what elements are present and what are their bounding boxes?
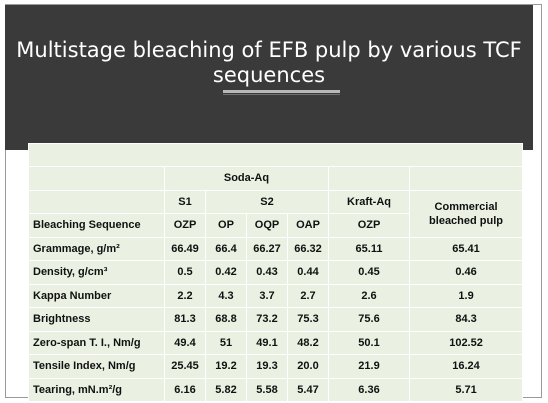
table-cell: 84.3 xyxy=(408,307,524,332)
title-line-2: sequences xyxy=(212,63,326,87)
sequence-cell: OAP xyxy=(287,213,329,238)
sequence-row: Bleaching Sequence OZP OP OQP OAP OZP xyxy=(28,213,523,238)
sequence-cell: OP xyxy=(205,213,247,238)
table-cell: 66.49 xyxy=(164,236,206,261)
table-cell: 48.2 xyxy=(287,330,329,355)
table-cell: 2.2 xyxy=(164,283,206,308)
table-top-cell xyxy=(27,143,524,167)
kraft-aq-header: Kraft-Aq xyxy=(328,189,410,214)
table-cell: 0.5 xyxy=(164,260,206,285)
table-cell: 0.43 xyxy=(246,260,288,285)
table-cell: 16.24 xyxy=(408,354,524,379)
title-underline-shadow xyxy=(223,94,340,95)
empty-cell xyxy=(28,166,165,191)
row-label: Density, g/cm³ xyxy=(28,260,165,285)
table-cell: 50.1 xyxy=(328,330,410,355)
table-top-row xyxy=(27,143,524,167)
table-cell: 49.4 xyxy=(164,330,206,355)
table-cell: 2.7 xyxy=(287,283,329,308)
bleaching-table: Soda-Aq S1 S2 Kraft-Aq Commercial bleach… xyxy=(27,143,524,402)
table-cell: 1.9 xyxy=(408,283,524,308)
table-cell: 19.2 xyxy=(205,354,247,379)
sequence-cell: OQP xyxy=(246,213,288,238)
table-row: Kappa Number 2.2 4.3 3.7 2.7 2.6 1.9 xyxy=(28,283,524,308)
table-cell: 75.6 xyxy=(328,307,410,332)
table-cell: 102.52 xyxy=(408,330,524,355)
sequence-cell: OZP xyxy=(164,213,206,238)
table-cell: 6.36 xyxy=(328,377,410,402)
stage-row: S1 S2 Kraft-Aq Commercial bleached pulp xyxy=(28,189,524,238)
table-cell: 51 xyxy=(205,330,247,355)
table-cell: 5.82 xyxy=(205,377,247,402)
row-label: Kappa Number xyxy=(28,283,165,308)
table-cell: 5.71 xyxy=(408,377,524,402)
table-row: Zero-span T. I., Nm/g 49.4 51 49.1 48.2 50.1 1… xyxy=(28,330,524,355)
table-cell: 65.11 xyxy=(328,236,410,261)
title-bar: Multistage bleaching of EFB pulp by vari… xyxy=(5,5,533,150)
title-line-1: Multistage bleaching of EFB pulp by vari… xyxy=(16,38,522,62)
row-label: Grammage, g/m² xyxy=(28,236,165,261)
table-row: Density, g/cm³ 0.5 0.42 0.43 0.44 0.45 0.46 xyxy=(28,260,524,285)
title-underline xyxy=(223,90,340,93)
commercial-pulp-header: Commercial bleached pulp xyxy=(408,189,524,238)
table-cell: 0.46 xyxy=(408,260,524,285)
table-cell: 25.45 xyxy=(164,354,206,379)
s2-header: S2 xyxy=(205,189,329,214)
table-cell: 75.3 xyxy=(287,307,329,332)
table-cell: 5.47 xyxy=(287,377,329,402)
row-label: Zero-span T. I., Nm/g xyxy=(28,330,165,355)
table-cell: 19.3 xyxy=(246,354,288,379)
table-cell: 66.27 xyxy=(246,236,288,261)
table-row: Grammage, g/m² 66.49 66.4 66.27 66.32 65.11 65… xyxy=(28,236,524,261)
empty-cell xyxy=(28,189,165,214)
table-cell: 3.7 xyxy=(246,283,288,308)
table-cell: 49.1 xyxy=(246,330,288,355)
table-cell: 73.2 xyxy=(246,307,288,332)
empty-cell xyxy=(328,166,410,191)
table-row: Brightness 81.3 68.8 73.2 75.3 75.6 84.3 xyxy=(28,307,524,332)
table-cell: 66.4 xyxy=(205,236,247,261)
table-cell: 0.44 xyxy=(287,260,329,285)
table-cell: 65.41 xyxy=(408,236,524,261)
soda-aq-header: Soda-Aq xyxy=(164,166,329,191)
table-cell: 81.3 xyxy=(164,307,206,332)
table-cell: 20.0 xyxy=(287,354,329,379)
table-cell: 4.3 xyxy=(205,283,247,308)
sequence-cell: OZP xyxy=(328,213,410,238)
sequence-label: Bleaching Sequence xyxy=(28,213,165,238)
s1-header: S1 xyxy=(164,189,206,214)
slide-title: Multistage bleaching of EFB pulp by vari… xyxy=(5,38,533,88)
row-label: Tearing, mN.m²/g xyxy=(28,377,165,402)
group-row: Soda-Aq xyxy=(28,166,524,191)
table-row: Tensile Index, Nm/g 25.45 19.2 19.3 20.0 21.9… xyxy=(28,354,524,379)
table-cell: 5.58 xyxy=(246,377,288,402)
table-cell: 21.9 xyxy=(328,354,410,379)
table-cell: 0.45 xyxy=(328,260,410,285)
empty-cell xyxy=(408,166,524,191)
row-label: Brightness xyxy=(28,307,165,332)
table-cell: 6.16 xyxy=(164,377,206,402)
table-cell: 2.6 xyxy=(328,283,410,308)
row-label: Tensile Index, Nm/g xyxy=(28,354,165,379)
table-cell: 66.32 xyxy=(287,236,329,261)
table-cell: 0.42 xyxy=(205,260,247,285)
table-row: Tearing, mN.m²/g 6.16 5.82 5.58 5.47 6.36 5.71 xyxy=(28,377,524,402)
table-cell: 68.8 xyxy=(205,307,247,332)
